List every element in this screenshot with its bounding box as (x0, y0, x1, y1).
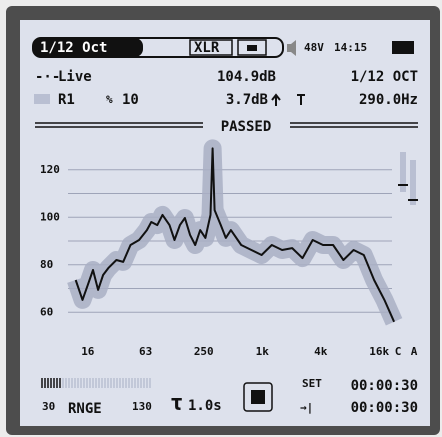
range-label[interactable]: RNGE (68, 401, 102, 417)
band: 1/12 OCT (351, 69, 418, 85)
stop-glyph (251, 390, 265, 404)
mode: 1/12 Oct (40, 40, 107, 56)
reference: R1 (58, 92, 75, 108)
result-rule (35, 122, 418, 128)
meter (410, 160, 416, 205)
elapsed-icon: →| (300, 401, 313, 414)
result: PASSED (221, 119, 272, 135)
marker-icon (297, 94, 305, 105)
meter (400, 152, 406, 192)
x-tick-label: 16 (81, 345, 95, 358)
meter-peak (398, 184, 418, 201)
time-constant[interactable]: 1.0s (188, 398, 222, 414)
x-tick-label: 63 (139, 345, 152, 358)
y-tick-label: 60 (40, 305, 53, 318)
live-icon: -·- (35, 69, 60, 85)
range-meter (41, 378, 61, 388)
x-tick-label: 250 (194, 345, 214, 358)
input-box[interactable] (189, 39, 233, 56)
weighting-label: C (395, 345, 402, 358)
y-tick-label: 100 (40, 210, 60, 223)
plot: 60 80 100 120 16 63 250 1k 4k 16k C A (40, 139, 418, 358)
ref-icon (34, 94, 50, 104)
weighting-label: A (411, 345, 418, 358)
set-label: SET (302, 377, 322, 390)
battery-icon (392, 41, 414, 54)
elapsed-time: 00:00:30 (351, 400, 418, 416)
speaker-icon (287, 40, 296, 56)
y-tick-label: 80 (40, 258, 53, 271)
x-tick-label: 1k (256, 345, 270, 358)
storage-icon (237, 39, 267, 56)
tolerance-icon: % (106, 93, 113, 106)
spectrum-line (74, 147, 396, 323)
y-tick-label: 120 (40, 163, 60, 176)
level: 104.9dB (217, 69, 276, 85)
tau-icon: τ (170, 391, 183, 416)
set-time: 00:00:30 (351, 378, 418, 394)
input: XLR (194, 40, 220, 56)
phantom: 48V (304, 41, 324, 54)
live-label: Live (58, 69, 92, 85)
mode-box[interactable] (33, 38, 143, 57)
frequency: 290.0Hz (359, 92, 418, 108)
clock: 14:15 (334, 41, 367, 54)
x-tick-label: 16k (369, 345, 389, 358)
up-arrow (271, 93, 281, 106)
storage-glyph (247, 45, 257, 51)
range-low: 30 (42, 400, 55, 413)
deviation: 3.7dB (226, 92, 268, 108)
x-tick-label: 4k (314, 345, 328, 358)
tolerance: 10 (122, 92, 139, 108)
range-meter (62, 378, 151, 388)
range-high: 130 (132, 400, 152, 413)
